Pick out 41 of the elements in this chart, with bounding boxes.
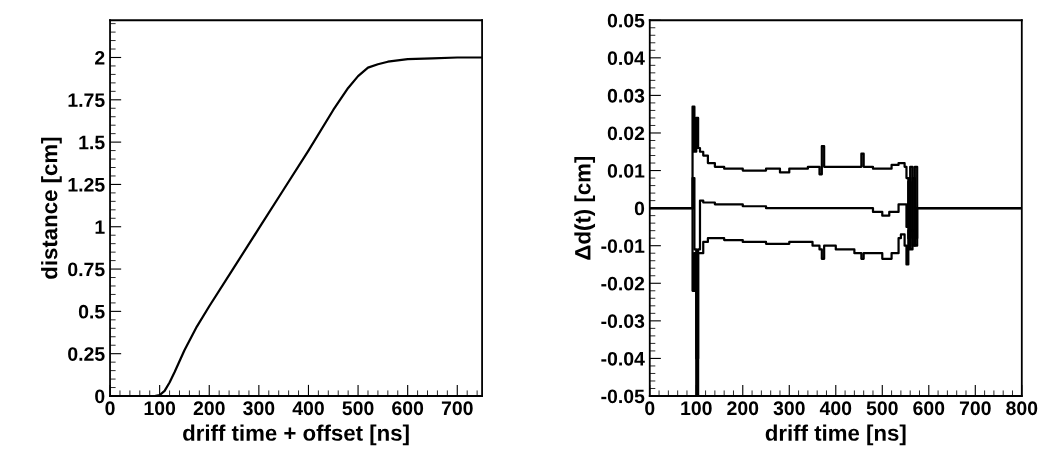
y-tick-label: 2 [95,50,105,65]
x-tick-label: 200 [727,401,759,416]
x-tick-label: 600 [913,401,945,416]
x-tick-label: 100 [144,401,176,416]
y-tick-label: -0.04 [601,351,645,366]
x-tick-label: 700 [441,401,473,416]
x-tick-label: 200 [193,401,225,416]
x-axis-title: driff time [ns] [765,424,906,446]
x-tick-label: 500 [866,401,898,416]
y-tick-label: 0 [95,389,105,404]
y-tick-label: 0.75 [68,262,105,277]
x-tick-label: 100 [681,401,712,416]
y-tick-label: 0.05 [607,13,645,28]
y-tick-label: 0.02 [607,126,645,141]
x-tick-label: 600 [392,401,424,416]
y-tick-label: -0.05 [601,389,645,404]
y-tick-label: 1 [95,220,105,234]
x-tick-label: 300 [243,401,275,416]
y-tick-label: 1.5 [79,135,105,150]
x-tick-label: 800 [1006,401,1038,416]
y-tick-label: 0.5 [78,304,105,319]
y-tick-label: 0 [634,201,645,216]
x-tick-label: 500 [342,401,374,416]
y-tick-label: 1.75 [68,93,105,108]
y-tick-label: -0.02 [601,276,645,291]
y-tick-label: 1.25 [68,177,105,192]
y-tick-label: 0.03 [607,88,645,103]
y-axis-title: distance [cm] [41,137,62,279]
x-tick-label: 0 [645,401,655,416]
y-tick-label: -0.01 [601,239,645,253]
y-tick-label: 0.04 [607,51,645,66]
x-tick-label: 300 [773,401,805,416]
x-tick-label: 0 [105,401,115,416]
x-tick-label: 400 [819,401,852,416]
y-tick-label: 0.25 [68,347,105,361]
y-axis-title: Δd(t) [cm] [574,156,596,260]
x-tick-label: 700 [959,401,991,416]
y-tick-label: -0.03 [601,314,645,329]
x-axis-title: driff time + offset [ns] [183,424,409,446]
y-tick-label: 0.01 [607,164,645,178]
x-tick-label: 400 [292,401,324,416]
